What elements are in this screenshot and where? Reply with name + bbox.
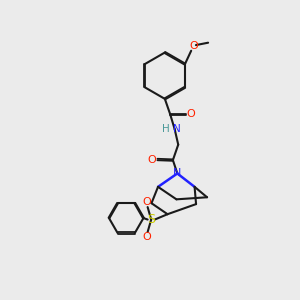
Text: N: N [173,169,182,178]
Text: O: O [189,41,198,51]
Text: O: O [187,109,195,119]
Text: H: H [163,124,170,134]
Text: O: O [142,232,151,242]
Text: N: N [173,124,181,134]
Text: O: O [142,197,151,207]
Text: S: S [147,213,155,226]
Text: O: O [148,154,157,164]
